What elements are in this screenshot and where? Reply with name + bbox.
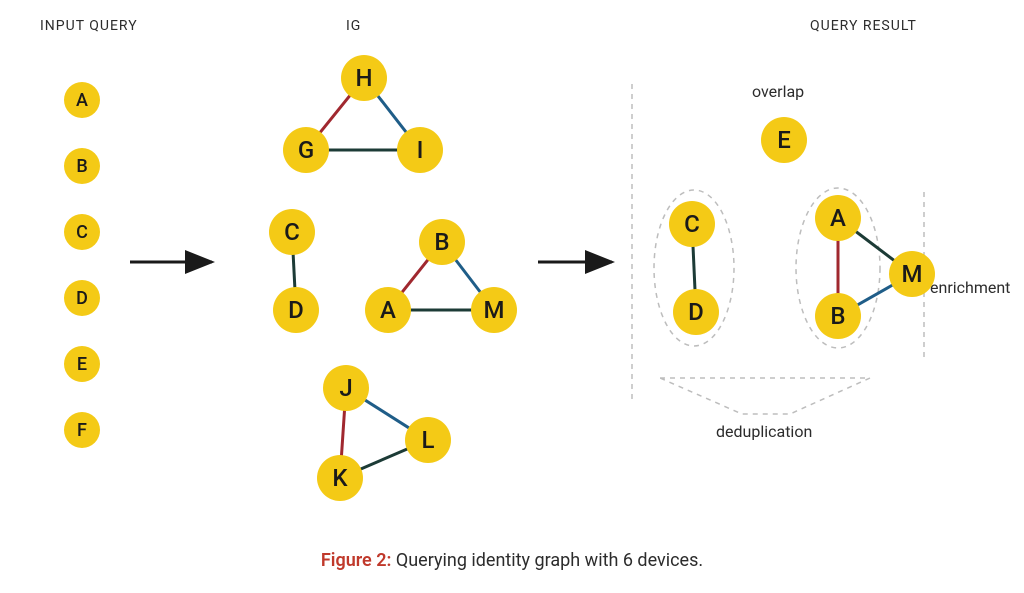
header-input-query: INPUT QUERY: [40, 18, 138, 34]
node-result-b: B: [815, 293, 861, 339]
node-result-d: D: [673, 289, 719, 335]
figure-text: Querying identity graph with 6 devices.: [391, 550, 703, 571]
node-ig-k: K: [317, 455, 363, 501]
node-result-a: A: [815, 195, 861, 241]
header-query-result: QUERY RESULT: [810, 18, 917, 34]
label-enrichment: enrichment: [930, 278, 1010, 297]
node-input-a: A: [64, 82, 100, 118]
figure-caption: Figure 2: Querying identity graph with 6…: [0, 550, 1024, 571]
node-result-e: E: [761, 117, 807, 163]
label-deduplication: deduplication: [716, 422, 812, 441]
node-ig-m: M: [471, 287, 517, 333]
node-input-c: C: [64, 214, 100, 250]
node-ig-i: I: [397, 127, 443, 173]
node-ig-b: B: [419, 219, 465, 265]
node-ig-h: H: [341, 55, 387, 101]
figure-label: Figure 2:: [321, 550, 392, 571]
label-overlap: overlap: [752, 82, 804, 101]
header-ig: IG: [346, 18, 361, 34]
node-input-b: B: [64, 148, 100, 184]
node-ig-g: G: [283, 127, 329, 173]
diagram-canvas: INPUT QUERY IG QUERY RESULT overlap enri…: [0, 0, 1024, 593]
node-ig-c: C: [269, 209, 315, 255]
node-ig-a: A: [365, 287, 411, 333]
node-ig-j: J: [323, 365, 369, 411]
node-result-m: M: [889, 251, 935, 297]
node-ig-d: D: [273, 287, 319, 333]
node-ig-l: L: [405, 417, 451, 463]
node-input-e: E: [64, 346, 100, 382]
node-input-f: F: [64, 412, 100, 448]
node-result-c: C: [669, 201, 715, 247]
node-input-d: D: [64, 280, 100, 316]
